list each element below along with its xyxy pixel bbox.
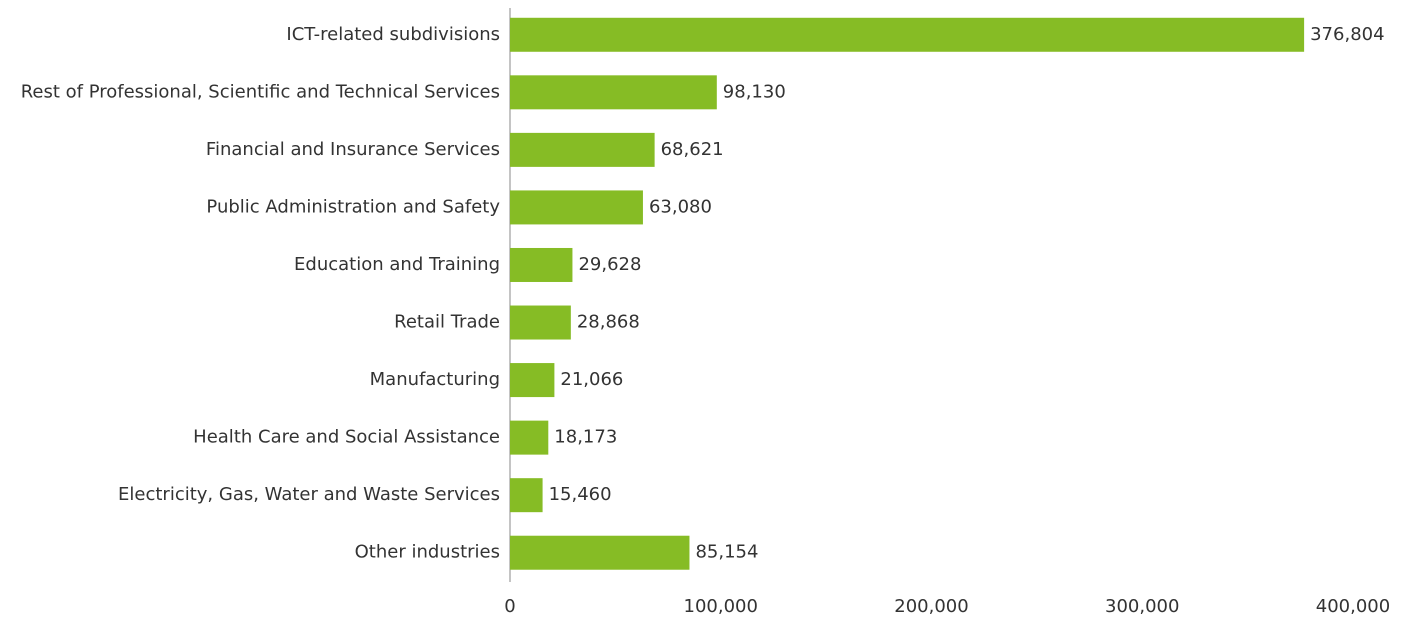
value-label: 63,080 (649, 196, 712, 217)
y-tick-label: Health Care and Social Assistance (193, 427, 500, 448)
value-label: 29,628 (578, 254, 641, 275)
bar (510, 17, 1305, 52)
bar (510, 75, 717, 110)
x-tick-label: 400,000 (1316, 596, 1390, 617)
y-tick-label: Other industries (355, 542, 500, 563)
value-label: 18,173 (554, 427, 617, 448)
y-tick-label: Financial and Insurance Services (206, 139, 500, 160)
x-tick-label: 200,000 (894, 596, 968, 617)
value-label: 28,868 (577, 312, 640, 333)
x-tick-label: 300,000 (1105, 596, 1179, 617)
bar (510, 535, 690, 570)
y-tick-label: Electricity, Gas, Water and Waste Servic… (118, 484, 500, 505)
y-tick-label: Retail Trade (394, 312, 500, 333)
value-label: 85,154 (695, 542, 758, 563)
x-tick-label: 100,000 (684, 596, 758, 617)
y-tick-label: Manufacturing (370, 369, 500, 390)
bar (510, 305, 571, 340)
y-tick-label: ICT-related subdivisions (286, 24, 500, 45)
bar (510, 247, 573, 282)
bar (510, 132, 655, 167)
bar (510, 363, 555, 398)
value-label: 68,621 (661, 139, 724, 160)
x-tick-label: 0 (504, 596, 515, 617)
y-tick-label: Education and Training (294, 254, 500, 275)
bar (510, 478, 543, 513)
y-tick-label: Rest of Professional, Scientific and Tec… (21, 81, 500, 102)
value-label: 376,804 (1310, 24, 1384, 45)
bar (510, 420, 549, 455)
bar (510, 190, 643, 225)
value-label: 21,066 (560, 369, 623, 390)
value-label: 98,130 (723, 81, 786, 102)
value-label: 15,460 (549, 484, 612, 505)
y-tick-label: Public Administration and Safety (206, 196, 500, 217)
